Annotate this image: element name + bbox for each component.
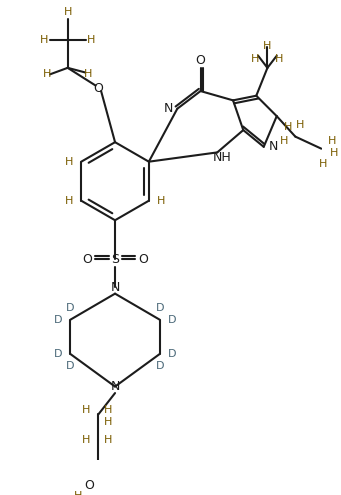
- Text: H: H: [284, 122, 292, 132]
- Text: H: H: [104, 436, 113, 446]
- Text: N: N: [110, 281, 120, 294]
- Text: D: D: [66, 361, 75, 371]
- Text: D: D: [155, 302, 164, 312]
- Text: N: N: [163, 102, 173, 115]
- Text: NH: NH: [212, 151, 231, 164]
- Text: H: H: [251, 53, 260, 63]
- Text: H: H: [157, 196, 165, 206]
- Text: D: D: [54, 349, 63, 359]
- Text: D: D: [54, 315, 63, 325]
- Text: S: S: [111, 253, 119, 266]
- Text: H: H: [328, 136, 337, 146]
- Text: H: H: [104, 405, 113, 415]
- Text: H: H: [280, 136, 288, 146]
- Text: H: H: [275, 53, 284, 63]
- Text: H: H: [43, 69, 51, 79]
- Text: D: D: [155, 361, 164, 371]
- Text: D: D: [66, 302, 75, 312]
- Text: D: D: [167, 349, 176, 359]
- Text: D: D: [167, 315, 176, 325]
- Text: N: N: [110, 380, 120, 393]
- Text: H: H: [263, 41, 272, 50]
- Text: H: H: [296, 120, 304, 131]
- Text: H: H: [84, 69, 92, 79]
- Text: H: H: [82, 436, 90, 446]
- Text: H: H: [74, 491, 82, 495]
- Text: H: H: [82, 405, 90, 415]
- Text: H: H: [65, 157, 73, 167]
- Text: H: H: [87, 35, 95, 45]
- Text: O: O: [196, 54, 206, 67]
- Text: H: H: [104, 417, 113, 427]
- Text: O: O: [138, 253, 148, 266]
- Text: H: H: [40, 35, 49, 45]
- Text: H: H: [330, 148, 339, 158]
- Text: O: O: [93, 82, 103, 95]
- Text: O: O: [84, 479, 94, 492]
- Text: H: H: [63, 7, 72, 17]
- Text: H: H: [65, 196, 73, 206]
- Text: N: N: [268, 140, 278, 153]
- Text: O: O: [82, 253, 92, 266]
- Text: H: H: [319, 158, 327, 168]
